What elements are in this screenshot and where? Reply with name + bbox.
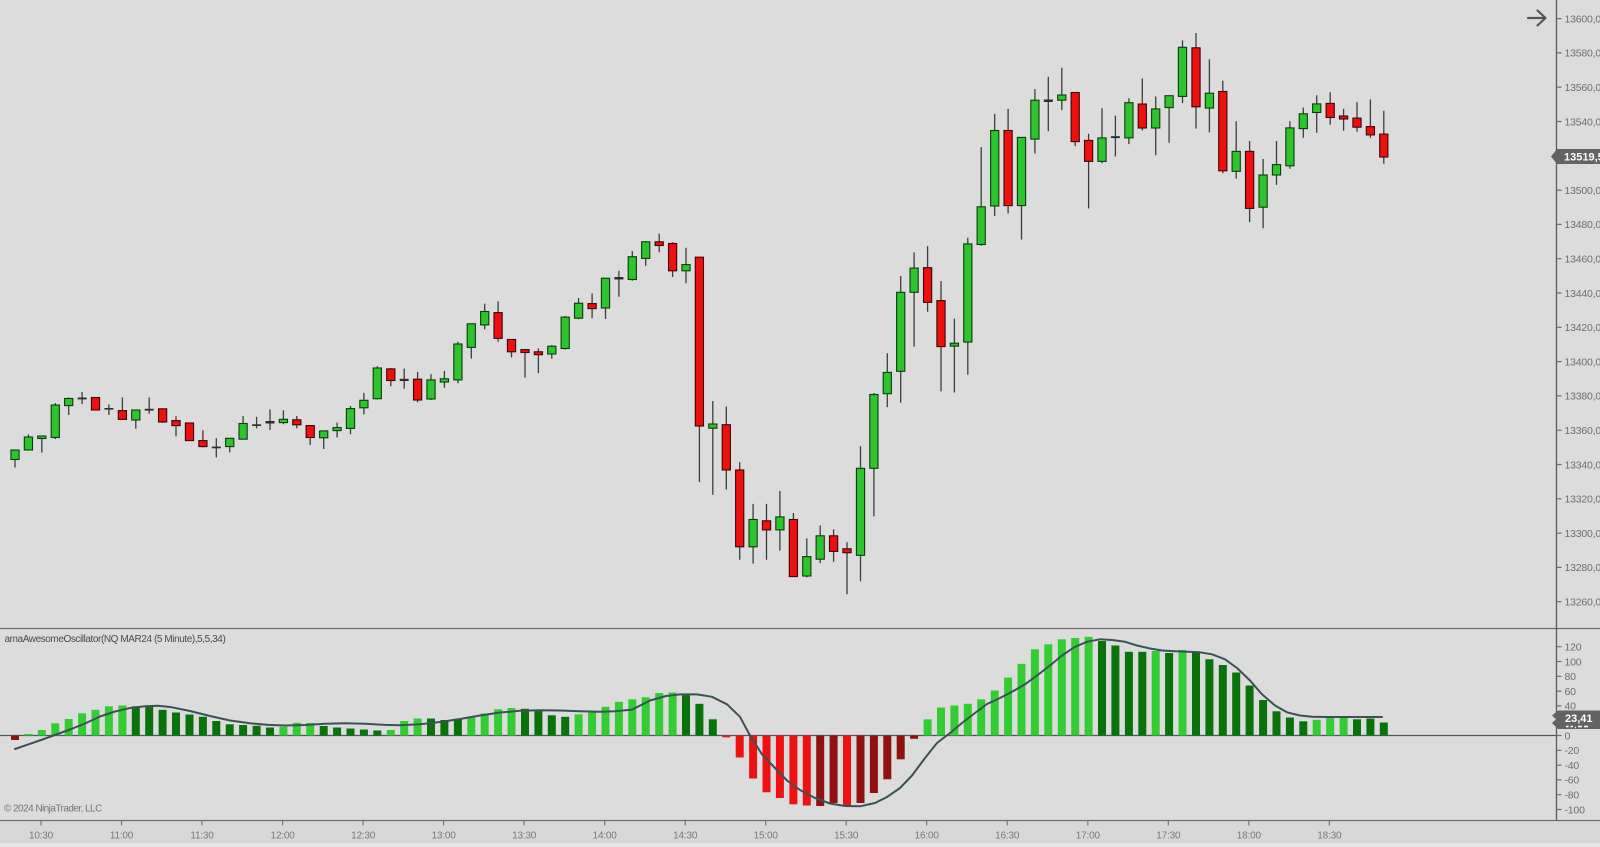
svg-text:13540,00: 13540,00 — [1565, 116, 1600, 128]
svg-text:16:30: 16:30 — [995, 831, 1020, 842]
svg-text:17:00: 17:00 — [1076, 831, 1101, 842]
svg-text:13:00: 13:00 — [432, 831, 457, 842]
svg-text:15:30: 15:30 — [834, 831, 859, 842]
svg-text:-40: -40 — [1565, 760, 1580, 772]
svg-text:13440,00: 13440,00 — [1565, 288, 1600, 300]
svg-text:12:30: 12:30 — [351, 831, 376, 842]
svg-text:amaAwesomeOscillator(NQ MAR24: amaAwesomeOscillator(NQ MAR24 (5 Minute)… — [5, 634, 226, 645]
svg-text:13300,00: 13300,00 — [1565, 528, 1600, 540]
svg-text:13519,50: 13519,50 — [1564, 152, 1600, 164]
svg-text:80: 80 — [1565, 671, 1577, 683]
svg-text:15:00: 15:00 — [754, 831, 779, 842]
svg-text:120: 120 — [1565, 642, 1582, 654]
svg-text:13560,00: 13560,00 — [1565, 82, 1600, 94]
svg-text:13500,00: 13500,00 — [1565, 185, 1600, 197]
svg-text:13360,00: 13360,00 — [1565, 425, 1600, 437]
svg-text:© 2024 NinjaTrader, LLC: © 2024 NinjaTrader, LLC — [4, 804, 102, 815]
svg-text:13280,00: 13280,00 — [1565, 562, 1600, 574]
svg-text:-80: -80 — [1565, 790, 1580, 802]
svg-text:13:30: 13:30 — [512, 831, 537, 842]
svg-text:13420,00: 13420,00 — [1565, 322, 1600, 334]
svg-text:11:00: 11:00 — [110, 831, 134, 842]
svg-text:18:30: 18:30 — [1317, 831, 1342, 842]
svg-text:10:30: 10:30 — [29, 831, 54, 842]
svg-text:-20: -20 — [1565, 745, 1580, 757]
svg-text:13580,00: 13580,00 — [1565, 48, 1600, 60]
svg-text:18:00: 18:00 — [1237, 831, 1262, 842]
svg-text:13480,00: 13480,00 — [1565, 219, 1600, 231]
svg-text:13320,00: 13320,00 — [1565, 494, 1600, 506]
svg-text:17:30: 17:30 — [1156, 831, 1181, 842]
svg-text:11:30: 11:30 — [190, 831, 214, 842]
svg-text:16:00: 16:00 — [915, 831, 940, 842]
svg-text:12:00: 12:00 — [271, 831, 296, 842]
svg-text:-60: -60 — [1565, 775, 1580, 787]
svg-text:13340,00: 13340,00 — [1565, 459, 1600, 471]
svg-text:60: 60 — [1565, 686, 1577, 698]
svg-text:14:30: 14:30 — [673, 831, 698, 842]
svg-text:0: 0 — [1565, 730, 1571, 742]
svg-text:40: 40 — [1565, 701, 1577, 713]
svg-text:13380,00: 13380,00 — [1565, 391, 1600, 403]
svg-text:-100: -100 — [1565, 804, 1586, 816]
svg-text:100: 100 — [1565, 656, 1582, 668]
svg-text:13600,00: 13600,00 — [1565, 13, 1600, 25]
svg-text:13260,00: 13260,00 — [1565, 597, 1600, 609]
svg-text:14:00: 14:00 — [593, 831, 618, 842]
svg-text:13460,00: 13460,00 — [1565, 254, 1600, 266]
svg-text:23,41: 23,41 — [1565, 713, 1593, 725]
svg-text:13400,00: 13400,00 — [1565, 356, 1600, 368]
